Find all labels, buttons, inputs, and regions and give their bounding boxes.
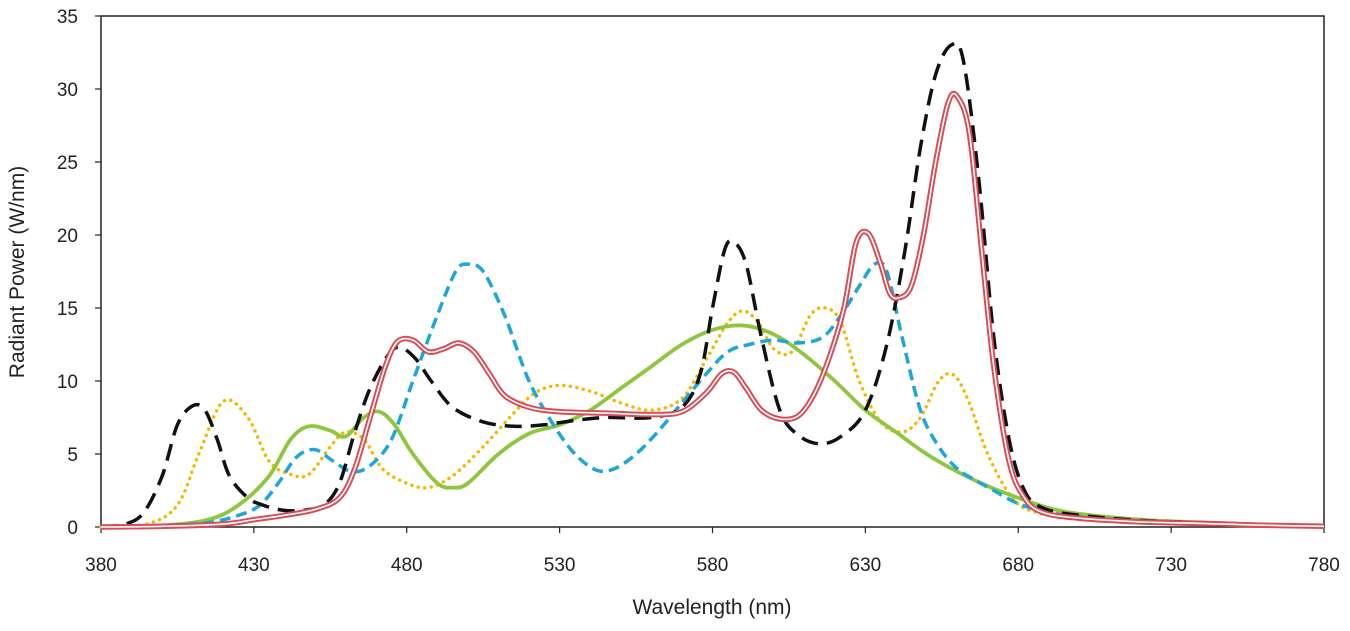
x-tick-label: 380 <box>85 555 117 576</box>
series-line-1 <box>99 305 1326 529</box>
x-tick-label: 680 <box>1002 555 1034 576</box>
series-line-2 <box>100 323 1325 529</box>
x-tick-label: 530 <box>544 555 576 576</box>
series-line-5 <box>100 90 1325 530</box>
y-tick-label: 35 <box>57 7 78 28</box>
y-tick-label: 0 <box>67 518 78 539</box>
x-tick-label: 630 <box>850 555 882 576</box>
series-line-3 <box>100 260 1325 529</box>
x-tick-label: 780 <box>1308 555 1340 576</box>
series-group <box>99 41 1326 530</box>
axis-ticks: 380 430 480 530 580 630 680 730 780 0 5 10 15 20 25 30 3… <box>57 7 1340 576</box>
y-tick-label: 15 <box>57 299 78 320</box>
y-tick-label: 10 <box>57 372 78 393</box>
y-axis-title: Radiant Power (W/nm) <box>6 166 29 378</box>
x-tick-label: 730 <box>1155 555 1187 576</box>
x-tick-label: 580 <box>697 555 729 576</box>
x-tick-label: 430 <box>238 555 270 576</box>
x-tick-label: 480 <box>391 555 423 576</box>
y-tick-label: 25 <box>57 153 78 174</box>
series-line-5-inner <box>100 92 1325 528</box>
y-tick-label: 20 <box>57 226 78 247</box>
series-line-4 <box>100 41 1325 529</box>
y-tick-label: 5 <box>67 445 78 466</box>
y-tick-label: 30 <box>57 80 78 101</box>
x-axis-title: Wavelength (nm) <box>632 596 791 619</box>
